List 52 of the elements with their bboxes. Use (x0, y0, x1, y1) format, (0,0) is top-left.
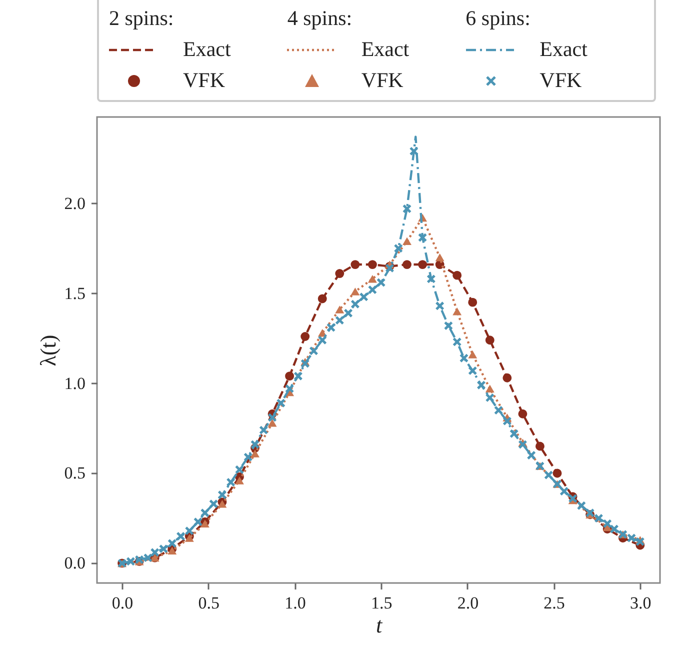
point (435, 253, 444, 262)
legend-label: Exact (361, 37, 410, 62)
y-tick-label: 0.0 (64, 554, 86, 573)
point (402, 237, 412, 246)
point (485, 384, 494, 393)
point (452, 307, 462, 316)
point (285, 372, 294, 381)
y-tick-label: 2.0 (64, 194, 86, 213)
point (350, 260, 360, 269)
y-tick-label: 1.5 (64, 284, 86, 303)
x-tick-label: 2.0 (457, 594, 479, 612)
y-tick-label: 0.5 (64, 464, 86, 483)
x-axis-title: t (376, 612, 383, 638)
text: 6 spins: (466, 6, 530, 30)
point (552, 468, 562, 478)
point (335, 306, 344, 314)
point (168, 546, 177, 554)
x-tick-label: 1.0 (284, 594, 306, 612)
x-tick-label: 0.0 (112, 594, 134, 612)
point (368, 260, 377, 269)
point (268, 418, 277, 427)
point (452, 270, 462, 280)
legend-label: VFK (361, 68, 404, 93)
point (235, 476, 244, 484)
text: 4 spins: (287, 6, 352, 30)
point (368, 275, 377, 283)
point (485, 336, 494, 345)
point (200, 520, 210, 528)
y-axis-title: λ(t) (35, 334, 60, 366)
legend-label: Exact (540, 37, 588, 62)
x-tick-label: 1.5 (370, 594, 392, 612)
legend-label: Exact (183, 37, 231, 62)
point (350, 288, 360, 296)
text: 2 spins: (109, 6, 174, 30)
point (536, 442, 544, 451)
point (250, 450, 260, 458)
point (300, 332, 310, 341)
point (468, 350, 478, 358)
point (468, 298, 478, 307)
point (402, 260, 412, 269)
point (502, 373, 512, 382)
y-tick-label: 1.0 (64, 374, 86, 393)
point (184, 534, 194, 542)
point (335, 269, 344, 278)
point (418, 260, 428, 269)
x-tick-label: 3.0 (630, 594, 652, 612)
x-tick-label: 2.5 (544, 594, 565, 612)
x-tick-label: 0.5 (198, 594, 220, 612)
point (318, 294, 327, 304)
legend-label: VFK (183, 68, 226, 93)
point (518, 409, 528, 418)
legend-label: VFK (540, 68, 582, 93)
